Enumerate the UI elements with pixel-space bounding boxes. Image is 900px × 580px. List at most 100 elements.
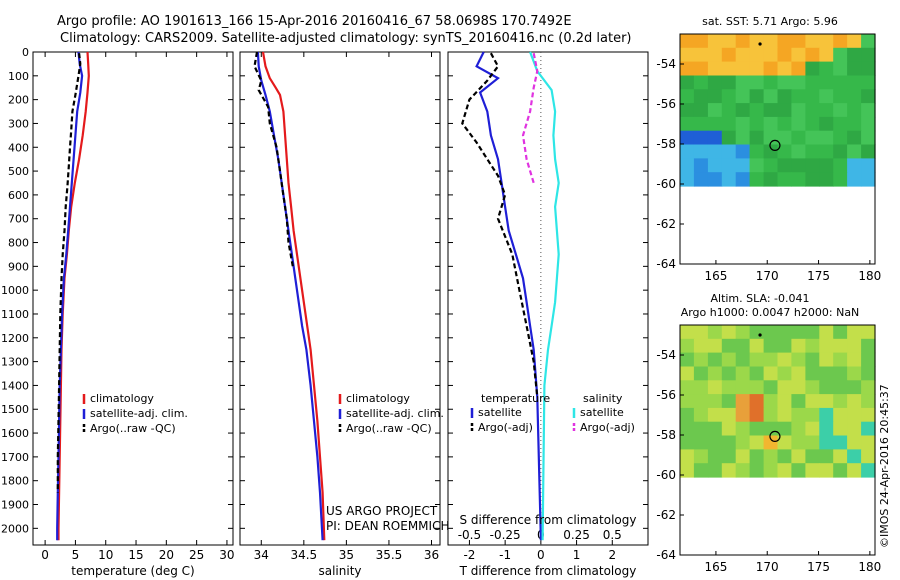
salinity-panel: 34 34.5 35 35.5 36 salinity climatology satel…	[239, 51, 449, 578]
map-cell	[680, 89, 695, 104]
map-cell	[707, 172, 723, 187]
salinity-lines	[253, 51, 326, 541]
map-cell	[861, 144, 876, 159]
map-cell	[680, 103, 695, 118]
map-cell	[847, 421, 862, 437]
map-cell	[819, 449, 834, 464]
x-tick-label: 36	[424, 548, 439, 562]
map-cell	[791, 172, 806, 187]
map-cell	[805, 130, 820, 146]
map-y-tick-label: -62	[656, 508, 676, 522]
y-tick-label: 900	[8, 260, 29, 273]
s-tick-label: 0.5	[603, 528, 622, 542]
map-cell	[693, 144, 709, 159]
map-cell	[847, 352, 862, 367]
x-tick-label: 34	[254, 548, 269, 562]
map-cell	[680, 366, 695, 381]
map-cell	[680, 325, 695, 340]
map-y-tick-label: -60	[656, 177, 676, 191]
map-cell	[833, 61, 848, 76]
map-cell	[763, 103, 779, 118]
map-cell	[707, 338, 723, 354]
legend-label: satellite	[478, 406, 522, 419]
map-cell	[819, 421, 834, 437]
map-cell	[847, 47, 862, 63]
x-tick-label: 0	[537, 548, 545, 562]
map-cell	[693, 172, 709, 187]
x-tick-label: 2	[608, 548, 616, 562]
map-cell	[693, 116, 709, 132]
map-cell	[693, 463, 709, 478]
sla-map: 165 170 175 180 -54 -56 -58 -60 -62 -64	[656, 324, 881, 574]
map-cell	[861, 89, 876, 104]
temperature-legend: climatology satellite-adj. clim. Argo(..ra…	[82, 392, 188, 435]
map-cell	[735, 116, 751, 132]
salinity-xlabel: salinity	[318, 564, 361, 578]
map-cell	[749, 338, 765, 354]
map-cell	[791, 47, 806, 63]
difference-legend: temperaturesatelliteArgo(-adj)salinitysa…	[470, 392, 635, 434]
map-cell	[763, 116, 779, 132]
map-cell	[847, 449, 862, 464]
map-cell	[833, 75, 848, 90]
y-tick-label: 1200	[1, 332, 29, 345]
map-cell	[721, 352, 737, 367]
legend-label: Argo(-adj)	[580, 421, 635, 434]
map-cell	[777, 61, 792, 76]
y-tick-label: 1900	[1, 499, 29, 512]
map-cell	[721, 172, 737, 187]
x-tick-label: 35.5	[376, 548, 403, 562]
legend-label: satellite-adj. clim.	[90, 407, 188, 420]
map-cell	[693, 366, 709, 381]
map-cell	[805, 352, 820, 367]
map-cell	[735, 34, 751, 49]
sst-map-panel: sat. SST: 5.71 Argo: 5.96 165 170 175 180 -5…	[656, 15, 881, 283]
map-cell	[833, 47, 848, 63]
map-cell	[749, 61, 765, 76]
map-cell	[819, 394, 834, 409]
map-cell	[777, 421, 792, 437]
map-cell	[763, 61, 779, 76]
map-cell	[749, 116, 765, 132]
map-cell	[721, 116, 737, 132]
map-cell	[763, 407, 779, 423]
map-cell	[805, 449, 820, 464]
map-cell	[721, 380, 737, 395]
map-cell	[680, 394, 695, 409]
s-tick-label: -0.5	[458, 528, 481, 542]
map-cell	[847, 130, 862, 146]
temperature-plot-frame	[32, 51, 234, 546]
map-cell	[763, 172, 779, 187]
map-cell	[833, 366, 848, 381]
map-cell	[735, 338, 751, 354]
map-cell	[819, 407, 834, 423]
x-tick-label: 25	[189, 548, 204, 562]
map-cell	[819, 75, 834, 90]
s-tick-label: -0.25	[490, 528, 521, 542]
map-cell	[763, 366, 779, 381]
y-tick-label: 1700	[1, 451, 29, 464]
map-y-tick-label: -62	[656, 217, 676, 231]
map-cell	[707, 449, 723, 464]
map-cell	[791, 394, 806, 409]
difference-xlabel-s: S difference from climatology	[460, 513, 637, 527]
map-cell	[819, 463, 834, 478]
map-cell	[693, 435, 709, 450]
map-cell	[735, 352, 751, 367]
map-cell	[721, 61, 737, 76]
map-cell	[805, 103, 820, 118]
x-tick-label: 20	[159, 548, 174, 562]
y-tick-label: 1600	[1, 427, 29, 440]
map-cell	[777, 130, 792, 146]
map-cell	[861, 103, 876, 118]
map-x-tick-label: 180	[858, 269, 881, 283]
y-tick-label: 1500	[1, 403, 29, 416]
map-cell	[819, 338, 834, 354]
map-cell	[735, 435, 751, 450]
map-cell	[693, 407, 709, 423]
x-tick-label: 35	[339, 548, 354, 562]
map-y-tick-label: -54	[656, 57, 676, 71]
map-cell	[861, 366, 876, 381]
s-tick-label: 0.25	[563, 528, 590, 542]
series-line-satellite-adj-clim-	[56, 51, 84, 541]
